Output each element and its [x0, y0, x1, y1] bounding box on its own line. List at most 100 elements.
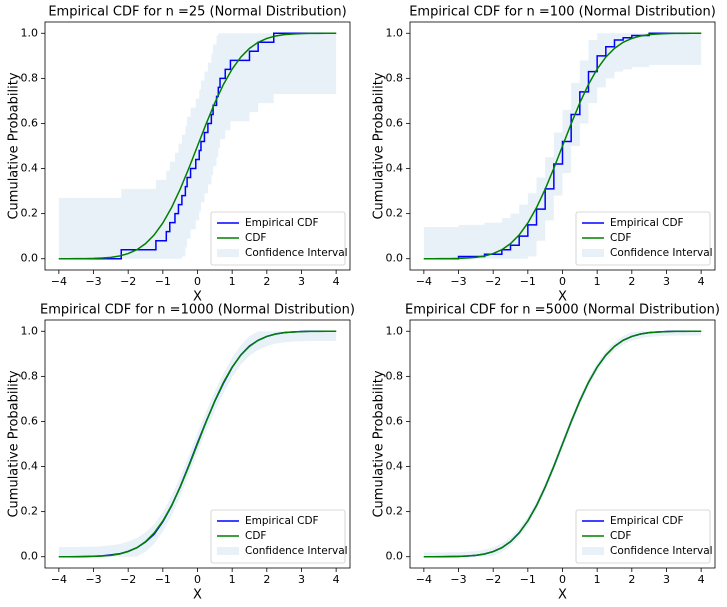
y-tick-label: 1.0: [21, 26, 39, 39]
x-tick-label: −2: [485, 573, 501, 586]
y-tick-label: 1.0: [386, 324, 404, 337]
x-tick-label: 2: [263, 275, 270, 288]
legend-label: Empirical CDF: [245, 515, 319, 527]
x-axis-label: X: [193, 588, 202, 603]
legend-box: [575, 509, 711, 564]
x-tick-label: 3: [298, 275, 305, 288]
x-tick-label: −4: [416, 275, 432, 288]
plot-area: [58, 32, 337, 260]
x-tick-label: −3: [85, 275, 101, 288]
x-tick-label: −2: [120, 573, 136, 586]
x-tick-label: 2: [263, 573, 270, 586]
y-tick-label: 0.6: [386, 116, 404, 129]
x-tick-label: −1: [155, 573, 171, 586]
chart-title: Empirical CDF for n =1000 (Normal Distri…: [40, 303, 355, 318]
y-tick-label: 0.2: [21, 505, 39, 518]
y-tick-label: 1.0: [386, 26, 404, 39]
series-line: [58, 32, 337, 260]
legend-box: [575, 211, 711, 266]
x-axis-label: X: [558, 588, 567, 603]
x-tick-label: 2: [628, 275, 635, 288]
y-axis-label: Cumulative Probability: [372, 72, 387, 219]
series-line: [423, 330, 702, 558]
x-tick-label: 1: [594, 573, 601, 586]
legend: Empirical CDF CDF Confidence Interval: [210, 211, 348, 266]
x-tick-label: 0: [194, 573, 201, 586]
legend-swatch: [582, 249, 604, 257]
legend-label: Empirical CDF: [245, 217, 319, 229]
x-tick-label: 3: [663, 275, 670, 288]
x-tick-label: −4: [51, 573, 67, 586]
x-tick-label: −1: [155, 275, 171, 288]
plot-area: [423, 32, 702, 260]
legend-label: CDF: [245, 232, 266, 244]
legend-label: CDF: [610, 530, 631, 542]
series-line: [423, 32, 702, 260]
legend-label: Confidence Interval: [245, 545, 348, 557]
y-tick-label: 0.2: [21, 207, 39, 220]
legend-swatch: [217, 249, 239, 257]
legend-label: Confidence Interval: [245, 247, 348, 259]
x-tick-label: 3: [663, 573, 670, 586]
chart-title: Empirical CDF for n =25 (Normal Distribu…: [48, 5, 346, 20]
x-tick-label: 4: [698, 573, 705, 586]
x-tick-label: −3: [85, 573, 101, 586]
legend-swatch: [582, 547, 604, 555]
x-tick-label: −4: [416, 573, 432, 586]
x-tick-label: 1: [229, 573, 236, 586]
y-tick-label: 0.6: [21, 116, 39, 129]
legend-box: [210, 211, 346, 266]
series-line: [58, 32, 337, 260]
chart-title: Empirical CDF for n =5000 (Normal Distri…: [405, 303, 720, 318]
x-tick-label: −3: [450, 573, 466, 586]
x-tick-label: 1: [229, 275, 236, 288]
y-tick-label: 0.4: [386, 162, 404, 175]
plot-area: [423, 330, 702, 558]
subplot: Empirical CDF for n =1000 (Normal Distri…: [7, 303, 355, 603]
x-tick-label: −1: [520, 573, 536, 586]
legend-swatch: [217, 547, 239, 555]
y-tick-label: 0.4: [386, 460, 404, 473]
x-tick-label: −1: [520, 275, 536, 288]
y-tick-label: 0.8: [386, 369, 404, 382]
x-tick-label: 4: [698, 275, 705, 288]
legend: Empirical CDF CDF Confidence Interval: [575, 211, 713, 266]
x-tick-label: 0: [559, 573, 566, 586]
x-axis-label: X: [558, 290, 567, 305]
legend-label: CDF: [245, 530, 266, 542]
y-tick-label: 1.0: [21, 324, 39, 337]
legend-label: Empirical CDF: [610, 217, 684, 229]
y-tick-label: 0.6: [21, 414, 39, 427]
y-tick-label: 0.2: [386, 505, 404, 518]
y-tick-label: 0.0: [21, 252, 39, 265]
legend-label: Confidence Interval: [610, 247, 713, 259]
y-tick-label: 0.8: [21, 71, 39, 84]
y-tick-label: 0.2: [386, 207, 404, 220]
series-line: [58, 330, 337, 558]
x-tick-label: 0: [194, 275, 201, 288]
x-axis-label: X: [193, 290, 202, 305]
x-tick-label: −3: [450, 275, 466, 288]
chart-title: Empirical CDF for n =100 (Normal Distrib…: [409, 5, 716, 20]
legend-label: Empirical CDF: [610, 515, 684, 527]
y-tick-label: 0.0: [386, 550, 404, 563]
subplot: Empirical CDF for n =25 (Normal Distribu…: [7, 5, 351, 305]
x-tick-label: 2: [628, 573, 635, 586]
x-tick-label: 1: [594, 275, 601, 288]
legend-label: CDF: [610, 232, 631, 244]
legend: Empirical CDF CDF Confidence Interval: [210, 509, 348, 564]
x-tick-label: −2: [485, 275, 501, 288]
subplot: Empirical CDF for n =5000 (Normal Distri…: [372, 303, 720, 603]
y-tick-label: 0.0: [21, 550, 39, 563]
legend: Empirical CDF CDF Confidence Interval: [575, 509, 713, 564]
subplot: Empirical CDF for n =100 (Normal Distrib…: [372, 5, 716, 305]
x-tick-label: 3: [298, 573, 305, 586]
y-tick-label: 0.8: [386, 71, 404, 84]
y-tick-label: 0.6: [386, 414, 404, 427]
legend-box: [210, 509, 346, 564]
x-tick-label: 4: [333, 573, 340, 586]
y-axis-label: Cumulative Probability: [7, 370, 22, 517]
y-tick-label: 0.0: [386, 252, 404, 265]
y-tick-label: 0.8: [21, 369, 39, 382]
